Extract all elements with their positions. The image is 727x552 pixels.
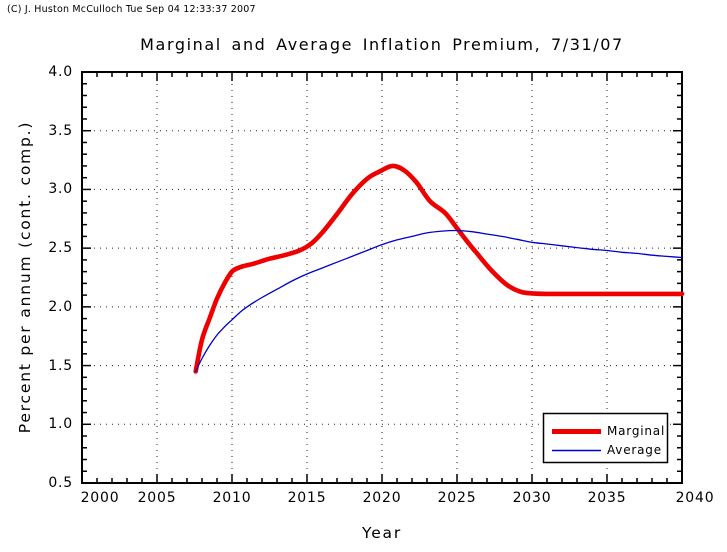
plot-border [81, 71, 683, 484]
y-tick-label: 2.5 [48, 240, 73, 257]
x-tick-label: 2030 [512, 490, 552, 506]
legend-box [542, 412, 669, 464]
legend-label-marginal: Marginal [607, 424, 666, 438]
x-tick-label: 2020 [362, 490, 402, 506]
x-tick-label: 2015 [287, 490, 327, 506]
x-tick-label: 2000 [80, 490, 120, 506]
y-tick-label: 1.0 [48, 416, 73, 433]
y-tick-label: 0.5 [48, 475, 73, 491]
y-tick-label: 1.5 [48, 357, 73, 374]
x-tick-label: 2040 [675, 490, 715, 506]
series-line-marginal [193, 163, 685, 374]
x-tick-label: 2035 [587, 490, 627, 506]
y-tick-label: 3.5 [48, 122, 73, 139]
y-tick-label: 3.0 [48, 181, 73, 198]
series-line-average [195, 229, 683, 373]
copyright-text: (C) J. Huston McCulloch Tue Sep 04 12:33… [7, 4, 256, 15]
x-tick-label: 2025 [437, 490, 477, 506]
x-axis-label: Year [361, 524, 403, 542]
chart-title: Marginal and Average Inflation Premium, … [140, 35, 624, 54]
x-tick-label: 2010 [212, 490, 252, 506]
y-tick-label: 2.0 [48, 298, 73, 315]
x-tick-label: 2005 [137, 490, 177, 506]
y-tick-label: 4.0 [48, 64, 73, 80]
legend-label-average: Average [607, 443, 662, 457]
